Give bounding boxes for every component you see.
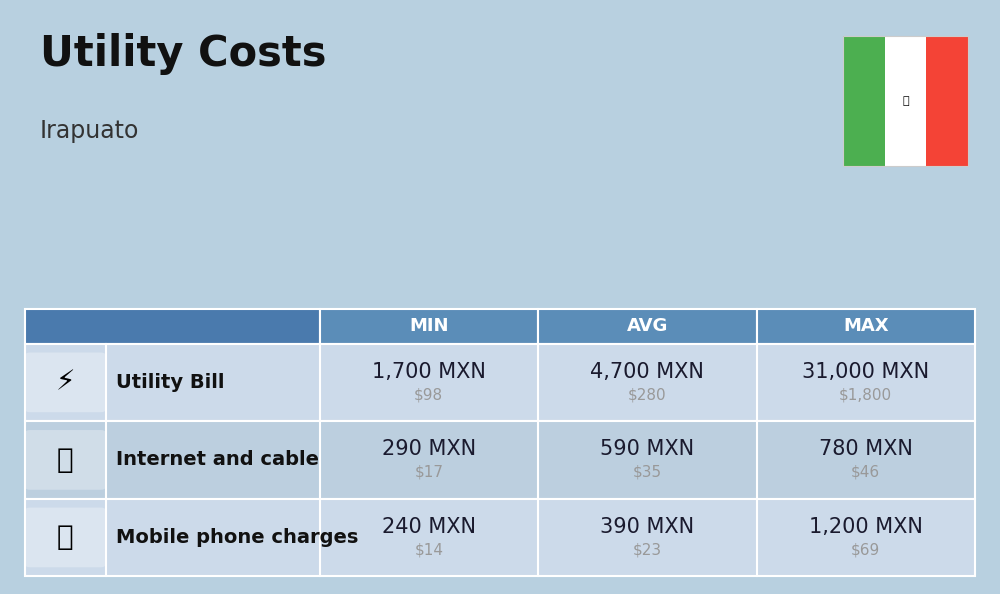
FancyBboxPatch shape [25, 507, 106, 567]
Text: 1,700 MXN: 1,700 MXN [372, 362, 486, 381]
Text: Mobile phone charges: Mobile phone charges [116, 528, 358, 547]
FancyBboxPatch shape [25, 498, 975, 576]
Text: 4,700 MXN: 4,700 MXN [590, 362, 704, 381]
Text: 290 MXN: 290 MXN [382, 439, 476, 459]
Text: MIN: MIN [409, 317, 448, 335]
FancyBboxPatch shape [25, 352, 106, 412]
FancyBboxPatch shape [25, 343, 975, 421]
Text: $35: $35 [633, 465, 662, 480]
FancyBboxPatch shape [843, 36, 885, 166]
FancyBboxPatch shape [25, 309, 320, 343]
FancyBboxPatch shape [25, 421, 975, 498]
Text: $14: $14 [414, 542, 443, 557]
Text: 780 MXN: 780 MXN [819, 439, 913, 459]
Text: 240 MXN: 240 MXN [382, 517, 476, 536]
FancyBboxPatch shape [320, 309, 538, 343]
Text: $17: $17 [414, 465, 443, 480]
Text: $69: $69 [851, 542, 880, 557]
Text: Utility Costs: Utility Costs [40, 33, 326, 75]
FancyBboxPatch shape [757, 309, 975, 343]
Text: Irapuato: Irapuato [40, 119, 139, 143]
Text: $46: $46 [851, 465, 880, 480]
Text: 🦅: 🦅 [902, 96, 909, 106]
Text: 📱: 📱 [57, 523, 74, 551]
FancyBboxPatch shape [538, 309, 757, 343]
Text: Utility Bill: Utility Bill [116, 373, 224, 392]
Text: ⚡: ⚡ [56, 368, 75, 396]
Text: 1,200 MXN: 1,200 MXN [809, 517, 923, 536]
Text: 590 MXN: 590 MXN [600, 439, 694, 459]
Text: $23: $23 [633, 542, 662, 557]
Text: MAX: MAX [843, 317, 889, 335]
FancyBboxPatch shape [885, 36, 926, 166]
FancyBboxPatch shape [25, 430, 106, 489]
FancyBboxPatch shape [926, 36, 968, 166]
Text: $98: $98 [414, 387, 443, 402]
Text: Internet and cable: Internet and cable [116, 450, 319, 469]
Text: $1,800: $1,800 [839, 387, 892, 402]
Text: $280: $280 [628, 387, 667, 402]
Text: 390 MXN: 390 MXN [600, 517, 694, 536]
Text: 31,000 MXN: 31,000 MXN [802, 362, 929, 381]
Text: 📶: 📶 [57, 446, 74, 474]
Text: AVG: AVG [627, 317, 668, 335]
